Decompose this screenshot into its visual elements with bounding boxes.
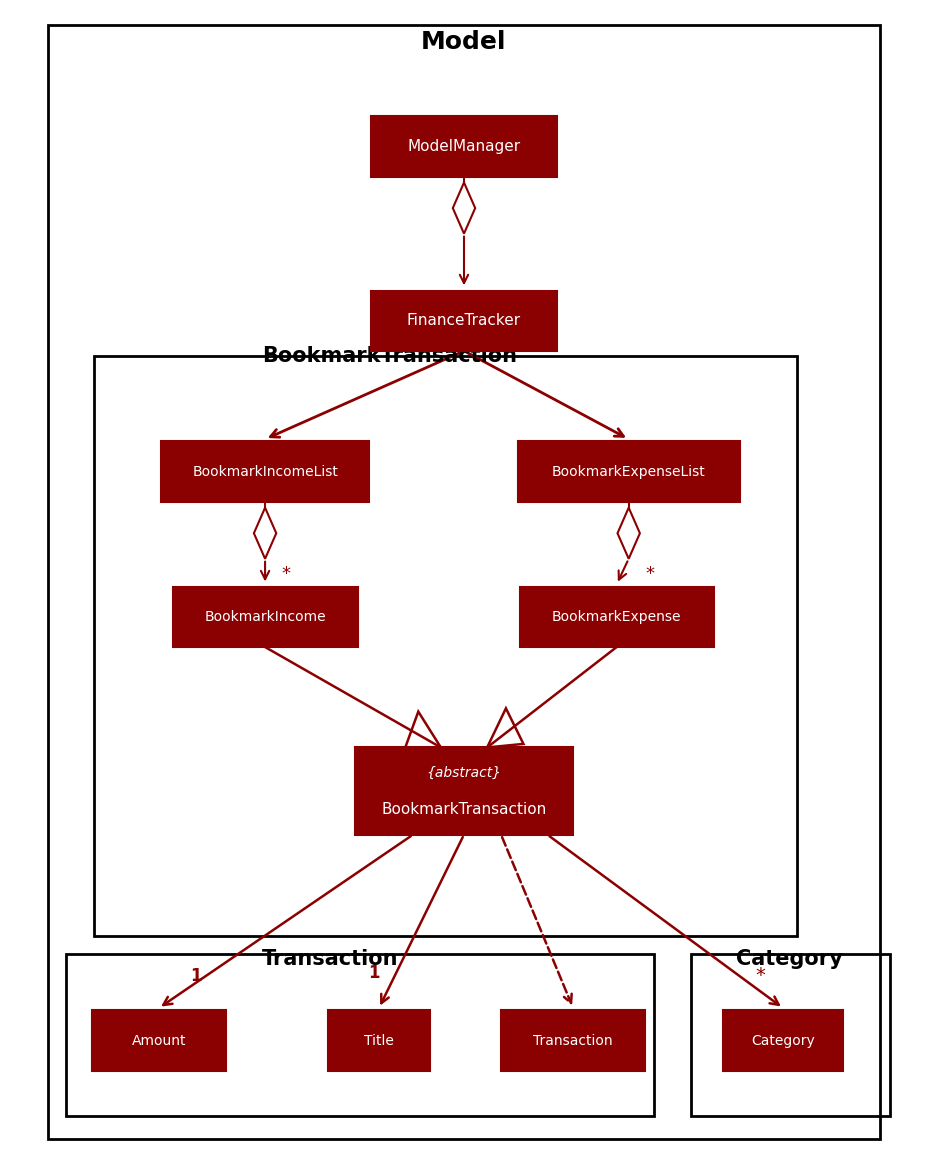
Text: BookmarkTransaction: BookmarkTransaction <box>262 346 517 365</box>
FancyBboxPatch shape <box>371 291 556 350</box>
Text: 1: 1 <box>368 964 379 982</box>
Text: BookmarkIncome: BookmarkIncome <box>204 610 325 624</box>
Bar <box>94 355 796 936</box>
Text: ModelManager: ModelManager <box>407 139 520 154</box>
Text: {abstract}: {abstract} <box>426 766 501 780</box>
FancyBboxPatch shape <box>517 441 739 502</box>
Text: *: * <box>282 565 290 582</box>
Text: *: * <box>755 966 764 985</box>
FancyBboxPatch shape <box>172 587 357 647</box>
Text: *: * <box>644 565 654 582</box>
FancyBboxPatch shape <box>371 116 556 177</box>
FancyBboxPatch shape <box>519 587 713 647</box>
Text: BookmarkTransaction: BookmarkTransaction <box>381 802 546 817</box>
Text: Model: Model <box>421 30 506 54</box>
FancyBboxPatch shape <box>327 1010 429 1071</box>
Text: Transaction: Transaction <box>261 950 398 970</box>
FancyBboxPatch shape <box>355 747 572 835</box>
Text: BookmarkExpense: BookmarkExpense <box>552 610 680 624</box>
Text: BookmarkExpenseList: BookmarkExpenseList <box>552 464 705 478</box>
Text: Amount: Amount <box>132 1034 185 1048</box>
FancyBboxPatch shape <box>160 441 369 502</box>
Text: Transaction: Transaction <box>533 1034 613 1048</box>
FancyBboxPatch shape <box>722 1010 843 1071</box>
Bar <box>690 953 889 1116</box>
Bar <box>66 953 653 1116</box>
FancyBboxPatch shape <box>92 1010 225 1071</box>
Text: Category: Category <box>735 950 842 970</box>
Text: 1: 1 <box>190 966 201 985</box>
Text: FinanceTracker: FinanceTracker <box>407 313 520 328</box>
Text: Category: Category <box>751 1034 814 1048</box>
Text: Title: Title <box>363 1034 393 1048</box>
Text: BookmarkIncomeList: BookmarkIncomeList <box>192 464 337 478</box>
FancyBboxPatch shape <box>501 1010 644 1071</box>
